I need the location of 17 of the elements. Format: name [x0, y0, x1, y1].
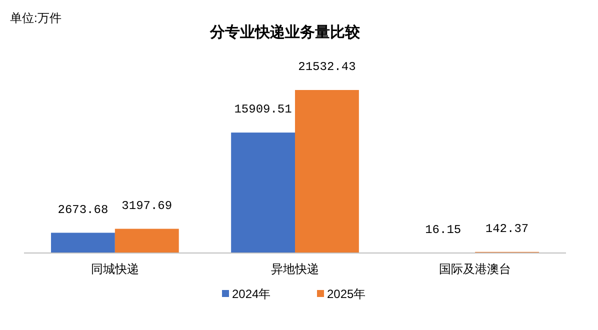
bar	[51, 232, 115, 253]
bar	[295, 90, 359, 253]
data-label: 2673.68	[58, 202, 108, 217]
x-tick-label: 国际及港澳台	[439, 262, 512, 276]
text: 单位:万件	[10, 11, 62, 25]
data-label: 21532.43	[298, 60, 356, 74]
legend-label: 2025年	[327, 287, 366, 301]
data-label: 15909.51	[234, 102, 292, 117]
bar	[231, 132, 295, 253]
chart-title: 分专业快递业务量比较	[209, 23, 361, 41]
data-label: 16.15	[425, 222, 462, 237]
data-label: 142.37	[485, 222, 529, 236]
x-tick-label: 异地快递	[271, 262, 319, 276]
data-label: 3197.69	[122, 198, 172, 213]
legend-label: 2024年	[232, 287, 271, 301]
x-tick-label: 同城快递	[90, 262, 139, 276]
bar	[114, 228, 179, 253]
